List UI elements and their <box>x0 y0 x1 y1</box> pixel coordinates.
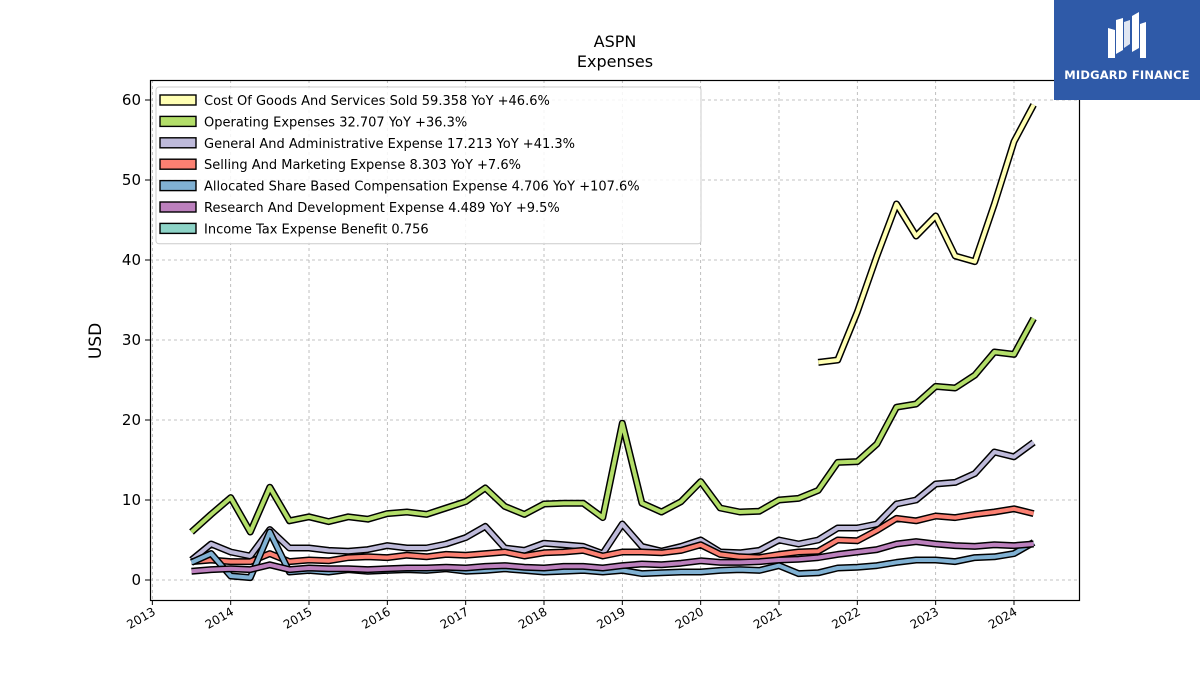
series-lines <box>189 103 1037 582</box>
brand-logo: MIDGARD FINANCE <box>1054 0 1200 100</box>
chart-subtitle: Expenses <box>577 52 653 71</box>
legend-swatch <box>159 137 197 149</box>
logo-mark-icon <box>1108 12 1146 58</box>
legend: Cost Of Goods And Services Sold 59.358 Y… <box>155 86 702 245</box>
chart-title: ASPN <box>594 32 637 51</box>
y-tick-label: 10 <box>122 491 141 509</box>
series-line-stroke <box>191 506 1035 564</box>
legend-swatch <box>159 94 197 106</box>
series-line <box>191 538 1034 575</box>
series-line <box>189 439 1036 563</box>
y-tick-label: 50 <box>122 171 141 189</box>
legend-label: Operating Expenses 32.707 YoY +36.3% <box>204 115 467 130</box>
legend-label: Cost Of Goods And Services Sold 59.358 Y… <box>204 94 550 109</box>
series-line <box>191 505 1035 566</box>
y-tick-label: 20 <box>122 411 141 429</box>
legend-label: General And Administrative Expense 17.21… <box>204 137 575 152</box>
legend-label: Research And Development Expense 4.489 Y… <box>204 201 560 216</box>
plot-frame <box>149 79 1081 602</box>
y-axis-ticks: 0 10 20 30 40 50 60 <box>122 91 150 589</box>
legend-label: Income Tax Expense Benefit 0.756 <box>204 222 429 237</box>
series-line-stroke <box>190 317 1036 534</box>
series-line <box>189 316 1037 536</box>
legend-swatch <box>159 201 197 213</box>
legend-box <box>155 86 702 245</box>
legend-label: Selling And Marketing Expense 8.303 YoY … <box>204 158 521 173</box>
legend-swatch <box>159 222 197 235</box>
legend-swatch <box>159 158 197 170</box>
y-tick-label: 0 <box>131 571 141 589</box>
series-line <box>817 103 1037 366</box>
y-tick-label: 30 <box>122 331 141 349</box>
y-tick-label: 40 <box>122 251 141 269</box>
y-tick-label: 60 <box>122 91 141 109</box>
series-line-stroke <box>817 103 1036 365</box>
series-line-stroke <box>191 539 1034 574</box>
y-axis-label: USD <box>86 323 106 359</box>
legend-swatch <box>159 115 197 128</box>
legend-swatch <box>159 179 197 192</box>
logo-text: MIDGARD FINANCE <box>1064 68 1190 82</box>
series-line-stroke <box>190 440 1035 562</box>
legend-label: Allocated Share Based Compensation Expen… <box>204 180 640 195</box>
